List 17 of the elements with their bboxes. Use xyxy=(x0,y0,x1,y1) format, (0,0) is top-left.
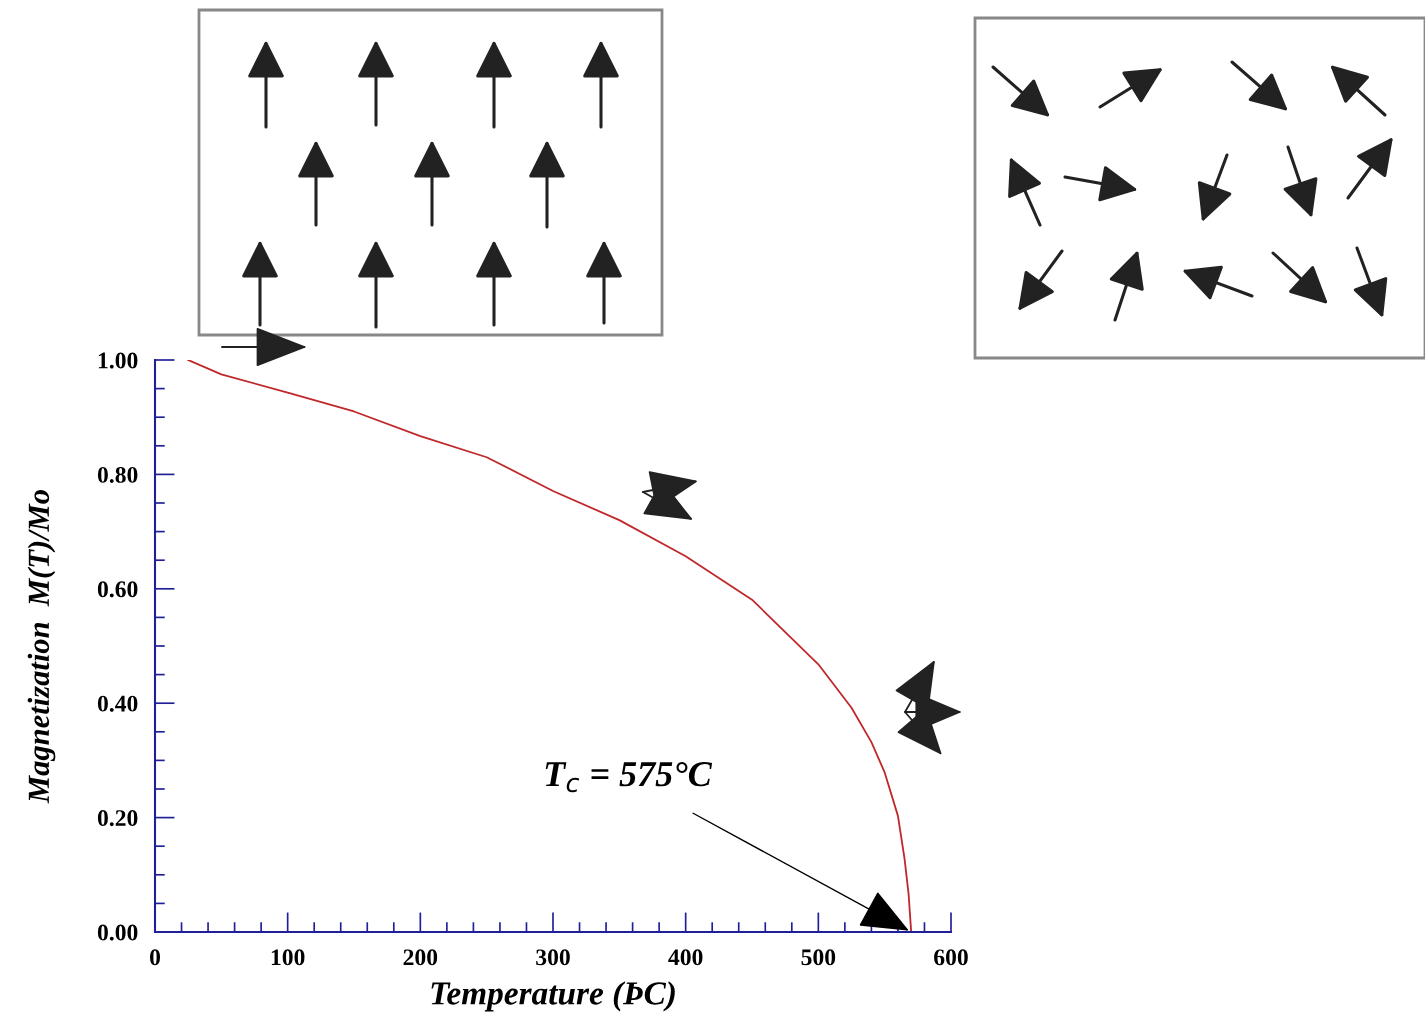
x-tick-label: 500 xyxy=(801,949,836,966)
x-tick-label: 400 xyxy=(668,949,703,966)
annotation: T$_{c}$ = 575°C xyxy=(545,761,713,793)
y-tick-label: 1.00 xyxy=(98,352,138,369)
x-tick-label: 600 xyxy=(934,949,968,966)
y-tick-label: 0.20 xyxy=(97,810,138,827)
x-axis-title: Temperature (ÞC) xyxy=(431,981,675,1012)
y-tick-label: 0.40 xyxy=(97,695,138,712)
y-tick-label: 0.80 xyxy=(97,466,138,483)
y-axis-title: Magnetization M(T)/Mo xyxy=(27,490,56,804)
x-tick-label: 200 xyxy=(403,949,438,966)
line-series xyxy=(187,360,913,932)
x-tick-label: 0 xyxy=(150,949,160,966)
x-tick-label: 100 xyxy=(271,949,305,966)
x-tick-label: 300 xyxy=(536,949,570,966)
y-tick-label: 0.00 xyxy=(97,924,138,941)
y-tick-label: 0.60 xyxy=(97,581,138,598)
